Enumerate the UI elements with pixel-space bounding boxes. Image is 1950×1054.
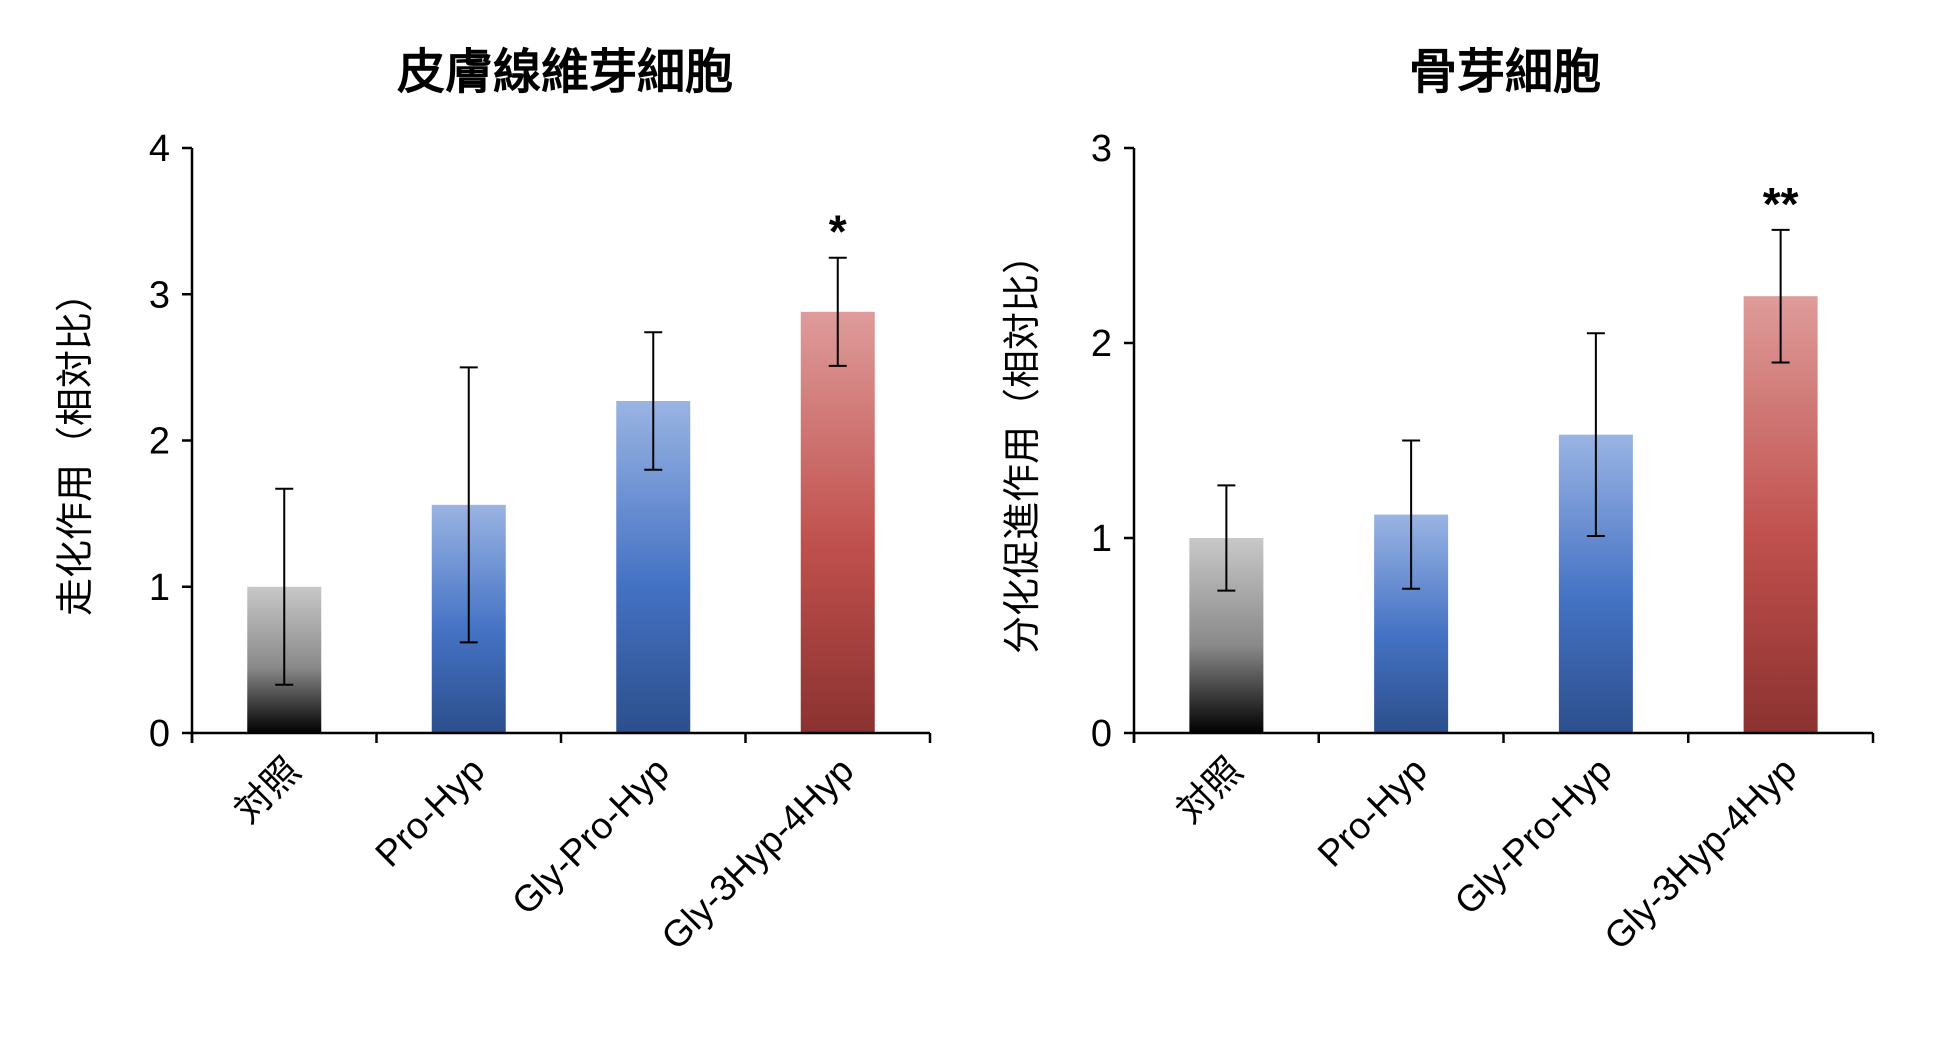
chart-title: 骨芽細胞 <box>1409 44 1601 100</box>
y-axis-label: 分化促進作用（相対比） <box>1000 236 1044 654</box>
y-tick-label: 2 <box>1091 323 1112 365</box>
x-tick-label: Gly-Pro-Hyp <box>504 750 677 923</box>
x-tick-label: Pro-Hyp <box>367 750 492 875</box>
x-tick-label: 対照 <box>1169 750 1250 831</box>
y-tick-label: 3 <box>1091 128 1112 170</box>
significance-marker: ** <box>1763 178 1799 230</box>
y-tick-label: 3 <box>149 274 170 316</box>
y-tick-label: 2 <box>149 421 170 463</box>
y-tick-label: 0 <box>1091 713 1112 755</box>
x-tick-label: Gly-3Hyp-4Hyp <box>1596 750 1804 958</box>
x-tick-label: Gly-3Hyp-4Hyp <box>654 750 862 958</box>
bar <box>800 311 875 733</box>
x-tick-label: Gly-Pro-Hyp <box>1447 750 1620 923</box>
y-tick-label: 4 <box>149 128 170 170</box>
chart-panel-osteoblast: 骨芽細胞 分化促進作用（相対比） ** 0 1 2 3 対照 Pro-Hyp Gly-Pro-… <box>1000 44 1875 958</box>
y-tick-label: 1 <box>1091 518 1112 560</box>
chart-panel-fibroblast: 皮膚線維芽細胞 走化作用（相対比） * 0 1 2 3 4 対照 Pro-Hyp Gly-Pro… <box>53 44 932 958</box>
y-tick-label: 1 <box>149 567 170 609</box>
bar <box>1743 296 1818 733</box>
y-axis-label: 走化作用（相対比） <box>53 274 97 616</box>
x-tick-label: Pro-Hyp <box>1310 750 1435 875</box>
significance-marker: * <box>829 206 847 258</box>
x-tick-label: 対照 <box>227 750 308 831</box>
chart-title: 皮膚線維芽細胞 <box>397 44 733 100</box>
y-tick-label: 0 <box>149 713 170 755</box>
